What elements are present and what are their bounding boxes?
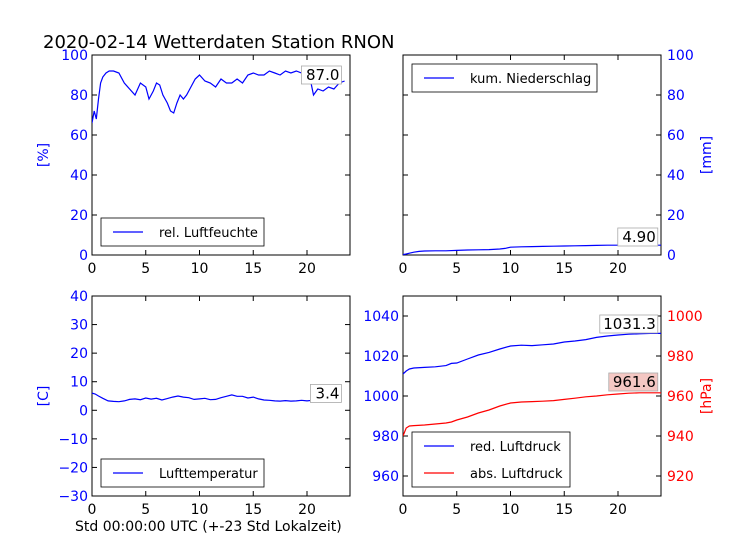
- y-tick-label: 1040: [363, 309, 399, 325]
- panel-pressure: 0 5 10 15 20 960 980 1000 1020 1040 920 940 960 980 10…: [363, 295, 715, 518]
- value-label-box: [599, 314, 659, 334]
- x-tick-label: 10: [502, 261, 520, 277]
- y-axis-label-temperature: [C]: [36, 386, 52, 407]
- panel-humidity: 0 5 10 15 20 0 20 40 60 80 100 [%] 87.0 rel. Luftfeuc…: [36, 48, 351, 277]
- x-tick-label: 5: [452, 502, 461, 518]
- x-tick-label: 20: [609, 502, 627, 518]
- legend-temperature: Lufttemperatur: [100, 458, 265, 488]
- legend-entry: red. Luftdruck: [470, 440, 561, 455]
- legend-entry: kum. Niederschlag: [470, 72, 591, 87]
- last-value-label: 3.4: [316, 384, 340, 402]
- legend-entry: rel. Luftfeuchte: [159, 226, 258, 241]
- series-line-abs-luftdruck: [403, 392, 661, 437]
- x-tick-label: 20: [609, 261, 627, 277]
- y-tick-label: 40: [667, 168, 685, 184]
- x-tick-label: 0: [88, 261, 97, 277]
- y-tick-label: 1000: [363, 389, 399, 405]
- y-tick-label: 60: [667, 128, 685, 144]
- x-tick-label: 10: [191, 502, 209, 518]
- y-tick-label: 20: [70, 208, 88, 224]
- y-tick-label: 0: [667, 248, 676, 264]
- panel-precipitation: 0 5 10 15 20 0 20 40 60 80 100 [mm] 4.90 kum. Nieders…: [399, 48, 715, 277]
- series-line-lufttemperatur: [92, 392, 329, 403]
- x-tick-label: 5: [452, 261, 461, 277]
- x-tick-label: 0: [88, 502, 97, 518]
- series-line-rel-luftfeuchte: [92, 70, 345, 124]
- x-tick-label: 15: [555, 502, 573, 518]
- legend-entry: abs. Luftdruck: [470, 467, 563, 482]
- y2-tick-label: 960: [667, 389, 694, 405]
- x-tick-label: 10: [191, 261, 209, 277]
- x-tick-label: 0: [399, 261, 408, 277]
- y-tick-label: 100: [667, 48, 694, 64]
- x-tick-label: 15: [244, 502, 262, 518]
- series-line-red-luftdruck: [403, 332, 661, 375]
- y-tick-label: 1020: [363, 349, 399, 365]
- legend-humidity: rel. Luftfeuchte: [100, 217, 265, 247]
- x-tick-label: 10: [502, 502, 520, 518]
- y-tick-label: −20: [58, 460, 88, 476]
- panel-temperature: 0 5 10 15 20 −30 −20 −10 0 10 20 30 40 [C] 3.4 Lufttemp…: [36, 289, 351, 518]
- value-label-box: [309, 384, 342, 403]
- y-tick-label: −30: [58, 489, 88, 505]
- y-tick-label: 80: [70, 88, 88, 104]
- x-tick-label: 5: [141, 502, 150, 518]
- legend-precipitation: kum. Niederschlag: [411, 63, 598, 93]
- y-tick-label: 60: [70, 128, 88, 144]
- y-tick-label: 960: [372, 469, 399, 485]
- y-axis-label-precipitation: [mm]: [699, 136, 715, 174]
- y-tick-label: 80: [667, 88, 685, 104]
- x-tick-label: 20: [298, 261, 316, 277]
- y-tick-label: 0: [79, 248, 88, 264]
- y-tick-label: 30: [70, 318, 88, 334]
- y-tick-label: −10: [58, 432, 88, 448]
- legend-box: [411, 431, 571, 488]
- y2-tick-label: 980: [667, 349, 694, 365]
- y-tick-label: 20: [667, 208, 685, 224]
- figure-title: 2020-02-14 Wetterdaten Station RNON: [43, 32, 394, 53]
- y-axis-label-humidity: [%]: [36, 143, 52, 167]
- legend-entry: Lufttemperatur: [159, 467, 258, 482]
- y2-tick-label: 940: [667, 429, 694, 445]
- x-tick-label: 15: [244, 261, 262, 277]
- y2-tick-label: 1000: [667, 309, 703, 325]
- value-label-box: [608, 372, 659, 392]
- y-axis-label-pressure: [hPa]: [699, 378, 715, 414]
- x-tick-label: 20: [298, 502, 316, 518]
- x-tick-label: 15: [555, 261, 573, 277]
- y-tick-label: 0: [79, 403, 88, 419]
- y-tick-label: 40: [70, 289, 88, 305]
- y-tick-label: 10: [70, 375, 88, 391]
- last-value-label: 961.6: [613, 373, 656, 391]
- y-tick-label: 980: [372, 429, 399, 445]
- legend-pressure: red. Luftdruck abs. Luftdruck: [411, 431, 571, 488]
- value-label-box: [617, 227, 659, 247]
- y-tick-label: 100: [61, 48, 88, 64]
- value-label-box: [300, 65, 342, 85]
- last-value-label: 1031.3: [603, 315, 656, 333]
- last-value-label: 4.90: [622, 228, 655, 246]
- x-tick-label: 5: [141, 261, 150, 277]
- y2-tick-label: 920: [667, 469, 694, 485]
- y-tick-label: 40: [70, 168, 88, 184]
- y-tick-label: 20: [70, 346, 88, 362]
- x-tick-label: 0: [399, 502, 408, 518]
- last-value-label: 87.0: [306, 66, 339, 84]
- x-axis-label: Std 00:00:00 UTC (+-23 Std Lokalzeit): [75, 519, 342, 535]
- series-line-kum-niederschlag: [403, 244, 661, 255]
